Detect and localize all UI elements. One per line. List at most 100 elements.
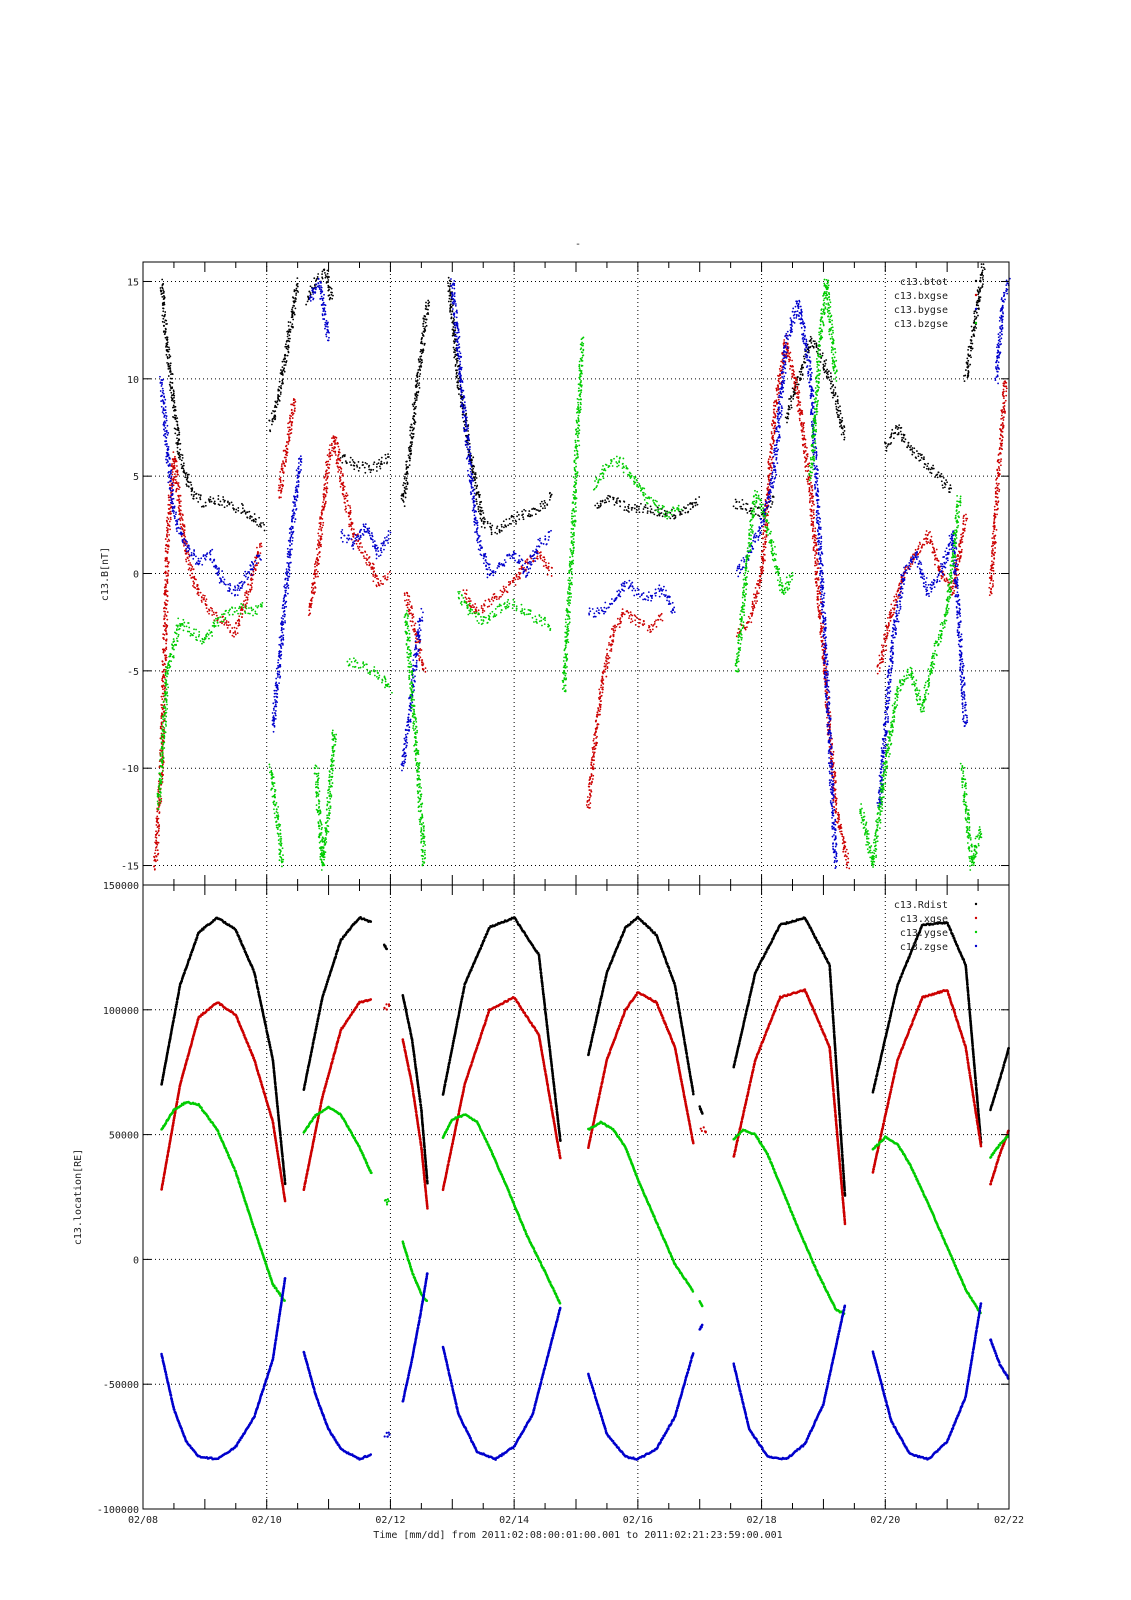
data-point bbox=[940, 574, 943, 577]
data-point bbox=[614, 629, 617, 632]
data-point bbox=[791, 359, 794, 362]
data-point bbox=[453, 342, 456, 344]
data-point bbox=[197, 591, 200, 594]
data-point bbox=[649, 510, 652, 513]
data-point bbox=[603, 501, 606, 504]
data-point bbox=[843, 430, 846, 432]
data-point bbox=[612, 497, 615, 499]
data-point bbox=[594, 730, 597, 733]
data-point bbox=[957, 573, 960, 576]
data-point bbox=[167, 367, 170, 370]
data-point bbox=[769, 462, 771, 465]
data-point bbox=[284, 456, 287, 459]
data-point bbox=[327, 284, 330, 287]
data-point bbox=[923, 458, 925, 461]
data-point bbox=[168, 539, 171, 542]
data-point bbox=[422, 322, 425, 325]
data-point bbox=[406, 482, 409, 485]
data-point bbox=[197, 493, 200, 496]
data-point bbox=[653, 620, 656, 623]
data-point bbox=[607, 655, 610, 657]
data-point bbox=[787, 408, 790, 411]
data-point bbox=[332, 294, 334, 297]
data-point bbox=[194, 493, 197, 496]
data-point bbox=[813, 539, 816, 541]
data-point bbox=[410, 452, 413, 455]
data-point bbox=[325, 275, 328, 278]
data-point bbox=[935, 557, 938, 560]
data-point bbox=[227, 624, 230, 627]
data-point bbox=[452, 334, 454, 337]
data-point bbox=[469, 600, 472, 602]
data-point bbox=[410, 605, 413, 608]
data-point bbox=[502, 520, 505, 523]
data-point bbox=[259, 524, 262, 527]
data-point bbox=[480, 519, 483, 521]
data-point bbox=[180, 463, 183, 466]
data-point bbox=[474, 481, 477, 484]
data-point bbox=[475, 498, 478, 501]
data-point bbox=[172, 400, 175, 403]
data-point bbox=[638, 508, 640, 510]
data-point bbox=[837, 826, 840, 829]
data-point bbox=[350, 528, 353, 531]
data-point bbox=[924, 533, 927, 536]
data-point bbox=[807, 469, 810, 472]
data-point bbox=[293, 290, 296, 293]
data-point bbox=[372, 580, 375, 583]
data-point bbox=[919, 543, 922, 546]
data-point bbox=[760, 568, 763, 571]
data-point bbox=[982, 283, 984, 286]
data-point bbox=[406, 460, 408, 463]
data-point bbox=[805, 478, 808, 481]
data-point bbox=[260, 545, 263, 548]
data-point bbox=[965, 513, 967, 516]
data-point bbox=[416, 372, 419, 375]
data-point bbox=[180, 453, 182, 456]
data-point bbox=[184, 535, 187, 538]
data-point bbox=[341, 483, 344, 486]
data-point bbox=[820, 613, 822, 616]
data-point bbox=[424, 304, 427, 307]
data-point bbox=[452, 340, 455, 343]
data-point bbox=[834, 781, 837, 784]
data-point bbox=[540, 500, 543, 503]
data-point bbox=[771, 503, 773, 505]
data-point bbox=[164, 570, 167, 573]
data-point bbox=[607, 494, 610, 497]
data-point bbox=[764, 538, 767, 541]
data-point bbox=[179, 458, 181, 461]
data-point bbox=[882, 644, 885, 647]
data-point bbox=[316, 553, 319, 556]
data-point bbox=[403, 486, 406, 489]
data-point bbox=[168, 534, 171, 536]
data-point bbox=[830, 380, 832, 383]
data-point bbox=[619, 500, 622, 503]
data-point bbox=[682, 506, 685, 509]
data-point bbox=[539, 509, 542, 512]
data-point bbox=[366, 553, 368, 556]
data-point bbox=[548, 569, 550, 572]
data-point bbox=[380, 582, 383, 585]
data-point bbox=[330, 442, 333, 445]
data-point bbox=[165, 607, 168, 610]
data-point bbox=[339, 479, 342, 481]
data-point bbox=[259, 544, 261, 547]
data-point bbox=[941, 576, 944, 578]
data-point bbox=[167, 362, 170, 365]
data-point bbox=[329, 286, 332, 289]
data-point bbox=[750, 621, 753, 624]
data-point bbox=[811, 492, 813, 495]
data-point bbox=[590, 783, 593, 786]
data-point bbox=[833, 789, 836, 792]
data-point bbox=[806, 480, 809, 483]
data-point bbox=[970, 335, 973, 338]
data-point bbox=[660, 512, 663, 514]
data-point bbox=[896, 428, 899, 431]
data-point bbox=[309, 285, 312, 288]
data-point bbox=[184, 474, 187, 476]
data-point bbox=[754, 600, 756, 602]
data-point bbox=[761, 537, 764, 540]
data-point bbox=[424, 329, 427, 332]
data-point bbox=[320, 511, 323, 514]
